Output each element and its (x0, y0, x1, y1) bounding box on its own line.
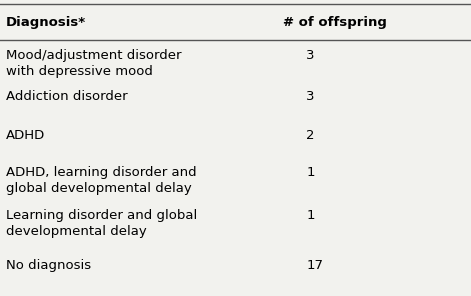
Text: Mood/adjustment disorder
with depressive mood: Mood/adjustment disorder with depressive… (6, 49, 182, 78)
Text: 17: 17 (306, 259, 323, 272)
Text: Diagnosis*: Diagnosis* (6, 16, 86, 29)
Text: ADHD, learning disorder and
global developmental delay: ADHD, learning disorder and global devel… (6, 166, 197, 195)
Text: 2: 2 (306, 129, 315, 142)
Text: ADHD: ADHD (6, 129, 45, 142)
Text: 3: 3 (306, 49, 315, 62)
Text: 1: 1 (306, 166, 315, 179)
Text: Learning disorder and global
developmental delay: Learning disorder and global development… (6, 209, 197, 238)
Text: Addiction disorder: Addiction disorder (6, 90, 128, 103)
Text: No diagnosis: No diagnosis (6, 259, 91, 272)
Text: 3: 3 (306, 90, 315, 103)
Text: # of offspring: # of offspring (283, 16, 387, 29)
Text: 1: 1 (306, 209, 315, 222)
